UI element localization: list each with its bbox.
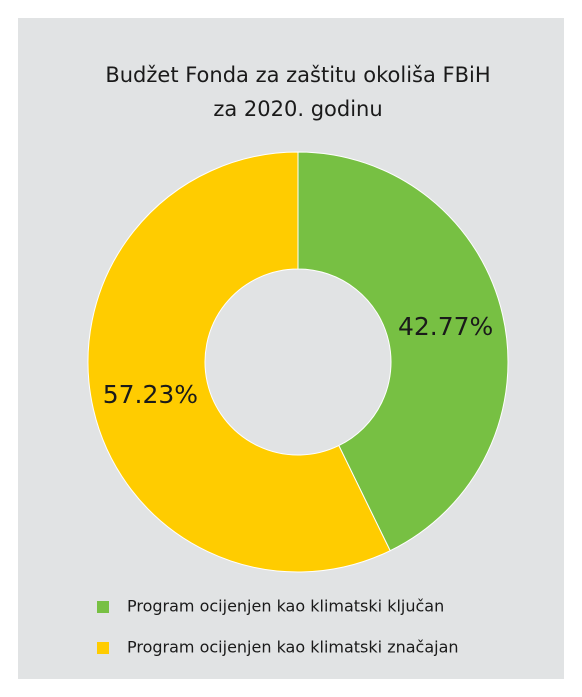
data-label: 57.23%	[103, 380, 198, 409]
data-label: 42.77%	[398, 312, 493, 341]
legend-swatch	[97, 601, 109, 613]
chart-title: za 2020. godinu	[213, 97, 382, 121]
donut-segment	[297, 151, 509, 552]
donut-segment	[87, 151, 391, 573]
legend-label: Program ocijenjen kao klimatski značajan	[127, 638, 459, 657]
chart-title: Budžet Fonda za zaštitu okoliša FBiH	[105, 63, 490, 87]
legend-swatch	[97, 642, 109, 654]
legend-label: Program ocijenjen kao klimatski ključan	[127, 597, 444, 616]
